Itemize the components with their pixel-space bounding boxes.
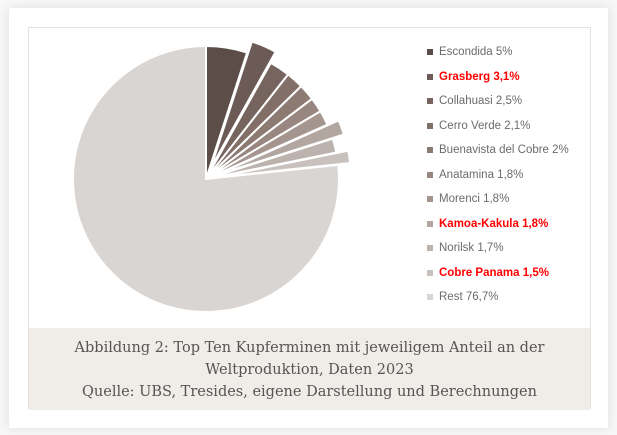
- caption-source: Quelle: UBS, Tresides, eigene Darstellun…: [82, 384, 537, 400]
- legend-swatch-icon: [427, 294, 433, 301]
- legend-label: Escondida 5%: [439, 46, 513, 59]
- legend-label: Cerro Verde 2,1%: [439, 119, 531, 132]
- legend-swatch-icon: [427, 49, 433, 56]
- legend-label: Rest 76,7%: [439, 291, 499, 304]
- pie-slice-grasberg: [209, 40, 277, 170]
- legend-item: Norilsk 1,7%: [427, 236, 569, 261]
- legend-swatch-icon: [427, 171, 433, 178]
- pie-slice-kamoa-kakula: [216, 119, 345, 176]
- legend-swatch-icon: [427, 73, 433, 80]
- legend-swatch-icon: [427, 122, 433, 129]
- legend-item: Cerro Verde 2,1%: [427, 114, 569, 139]
- pie-slice-cobre-panama: [216, 149, 352, 179]
- legend-item: Buenavista del Cobre 2%: [427, 138, 569, 163]
- legend-swatch-icon: [427, 269, 433, 276]
- legend-swatch-icon: [427, 147, 433, 154]
- chart-legend: Escondida 5% Grasberg 3,1% Collahuasi 2,5%…: [427, 40, 569, 310]
- legend-item: Collahuasi 2,5%: [427, 89, 569, 114]
- legend-swatch-icon: [427, 245, 433, 252]
- legend-item: Cobre Panama 1,5%: [427, 261, 569, 286]
- caption-title-line1: Abbildung 2: Top Ten Kupferminen mit jew…: [74, 340, 545, 356]
- figure-caption: Abbildung 2: Top Ten Kupferminen mit jew…: [29, 328, 590, 410]
- legend-item: Morenci 1,8%: [427, 187, 569, 212]
- legend-label: Anatamina 1,8%: [439, 168, 524, 181]
- pie-slice-rest: [72, 45, 340, 313]
- legend-label: Grasberg 3,1%: [439, 70, 520, 83]
- legend-item: Escondida 5%: [427, 40, 569, 65]
- legend-label: Morenci 1,8%: [439, 193, 510, 206]
- legend-label: Cobre Panama 1,5%: [439, 266, 549, 279]
- legend-label: Kamoa-Kakula 1,8%: [439, 217, 549, 230]
- legend-swatch-icon: [427, 220, 433, 227]
- legend-item: Kamoa-Kakula 1,8%: [427, 212, 569, 237]
- legend-swatch-icon: [427, 196, 433, 203]
- caption-title-line2: Weltproduktion, Daten 2023: [205, 362, 414, 378]
- legend-swatch-icon: [427, 98, 433, 105]
- legend-label: Collahuasi 2,5%: [439, 95, 523, 108]
- legend-item: Grasberg 3,1%: [427, 65, 569, 90]
- legend-label: Norilsk 1,7%: [439, 242, 504, 255]
- legend-label: Buenavista del Cobre 2%: [439, 144, 569, 157]
- figure-card: Escondida 5% Grasberg 3,1% Collahuasi 2,5%…: [9, 8, 608, 428]
- figure-frame: Escondida 5% Grasberg 3,1% Collahuasi 2,5%…: [28, 27, 591, 410]
- legend-item: Rest 76,7%: [427, 285, 569, 310]
- legend-item: Anatamina 1,8%: [427, 163, 569, 188]
- pie-chart: [72, 40, 352, 313]
